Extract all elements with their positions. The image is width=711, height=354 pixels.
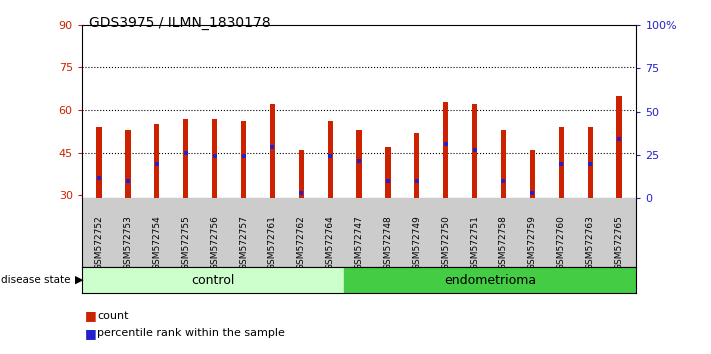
Text: ▶: ▶ [75, 275, 84, 285]
Bar [212, 119, 218, 198]
Bar [530, 150, 535, 198]
Bar [501, 130, 506, 198]
Text: percentile rank within the sample: percentile rank within the sample [97, 329, 285, 338]
Bar [344, 267, 636, 293]
Bar [97, 127, 102, 198]
Bar [154, 124, 159, 198]
Text: count: count [97, 311, 129, 321]
Bar [183, 119, 188, 198]
Text: disease state: disease state [1, 275, 70, 285]
Bar [587, 127, 593, 198]
Text: endometrioma: endometrioma [444, 274, 537, 286]
Bar [241, 121, 246, 198]
Text: ■: ■ [85, 309, 97, 322]
Text: GDS3975 / ILMN_1830178: GDS3975 / ILMN_1830178 [89, 16, 270, 30]
Bar [616, 96, 621, 198]
Bar [415, 133, 419, 198]
Text: control: control [191, 274, 235, 286]
Bar [472, 104, 477, 198]
Bar [385, 147, 390, 198]
Bar [82, 267, 344, 293]
Bar [559, 127, 564, 198]
Bar [328, 121, 333, 198]
Bar [269, 104, 275, 198]
Bar [299, 150, 304, 198]
Bar [125, 130, 131, 198]
Text: ■: ■ [85, 327, 97, 340]
Bar [443, 102, 449, 198]
Bar [356, 130, 362, 198]
